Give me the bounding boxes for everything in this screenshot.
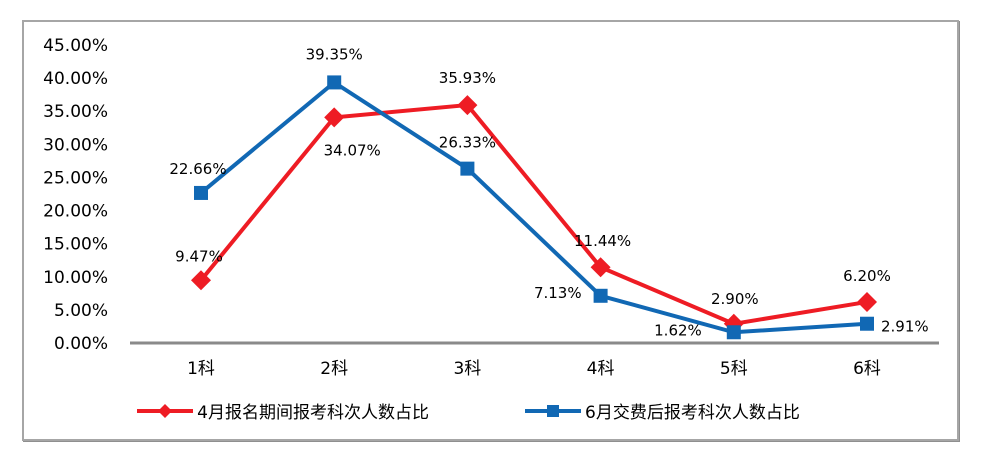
- legend-label-april: 4月报名期间报考科次人数占比: [197, 403, 429, 423]
- data-point-marker-diamond-icon: [590, 257, 611, 278]
- series-group-1: 22.66% 39.35% 26.33% 7.13% 1.62% 2.91%: [169, 45, 929, 340]
- legend-swatch-square-icon: [525, 404, 581, 417]
- data-point-marker-diamond-icon: [191, 270, 211, 291]
- data-point-label: 7.13%: [534, 284, 582, 302]
- data-point-marker-square-icon: [726, 325, 741, 340]
- data-point-marker-diamond-icon: [457, 95, 478, 116]
- legend-label-june: 6月交费后报考科次人数占比: [585, 403, 800, 423]
- x-axis-category-label: 4科: [587, 359, 615, 379]
- data-point-label: 9.47%: [175, 247, 223, 265]
- data-point-label: 11.44%: [574, 232, 631, 250]
- y-axis-tick-label: 20.00%: [43, 202, 108, 222]
- y-axis-tick-label: 15.00%: [43, 235, 108, 255]
- data-point-label: 6.20%: [843, 267, 891, 285]
- data-point-label: 39.35%: [306, 45, 363, 63]
- x-axis-category-label: 2科: [320, 359, 348, 379]
- legend-item-april-series: 4月报名期间报考科次人数占比: [136, 398, 429, 423]
- chart-frame: 0.00% 5.00% 10.00% 15.00% 20.00% 25.00% 30.00%…: [22, 20, 959, 441]
- data-point-label: 2.91%: [881, 318, 929, 336]
- y-axis-tick-label: 10.00%: [43, 268, 108, 288]
- y-axis-tick-label: 30.00%: [43, 135, 108, 155]
- data-point-marker-square-icon: [327, 75, 342, 90]
- data-point-label: 26.33%: [439, 134, 496, 152]
- data-point-marker-square-icon: [860, 316, 874, 331]
- data-point-label: 35.93%: [439, 69, 496, 87]
- series-line-0: [199, 102, 868, 326]
- series-line-1: [199, 79, 868, 335]
- y-axis-tick-label: 25.00%: [43, 168, 108, 188]
- x-axis-category-label: 3科: [453, 359, 481, 379]
- data-point-label: 2.90%: [711, 290, 759, 308]
- y-axis-tick-label: 35.00%: [43, 102, 108, 122]
- data-point-marker-square-icon: [593, 288, 608, 303]
- y-axis-tick-label: 0.00%: [54, 334, 108, 354]
- x-axis-category-label: 6科: [853, 359, 881, 379]
- data-point-label: 1.62%: [654, 321, 702, 339]
- data-point-marker-diamond-icon: [857, 291, 877, 312]
- data-point-marker-square-icon: [194, 185, 208, 200]
- data-point-label: 22.66%: [169, 160, 226, 178]
- x-axis-category-label: 5科: [720, 359, 748, 379]
- y-axis-tick-label: 45.00%: [43, 36, 108, 56]
- series-group-0: 9.47% 34.07% 35.93% 11.44% 2.90% 6.20%: [175, 69, 891, 334]
- x-axis-category-label: 1科: [187, 359, 215, 379]
- data-point-label: 34.07%: [324, 141, 381, 159]
- data-point-marker-square-icon: [460, 161, 475, 176]
- legend-swatch-diamond-icon: [137, 403, 194, 418]
- legend-item-june-series: 6月交费后报考科次人数占比: [524, 398, 800, 423]
- y-axis-tick-label: 5.00%: [54, 301, 108, 321]
- data-point-marker-diamond-icon: [324, 107, 345, 128]
- line-chart: 0.00% 5.00% 10.00% 15.00% 20.00% 25.00% 30.00%…: [43, 36, 939, 379]
- y-axis-tick-label: 40.00%: [43, 69, 108, 89]
- chart-legend: 4月报名期间报考科次人数占比 6月交费后报考科次人数占比: [24, 398, 957, 423]
